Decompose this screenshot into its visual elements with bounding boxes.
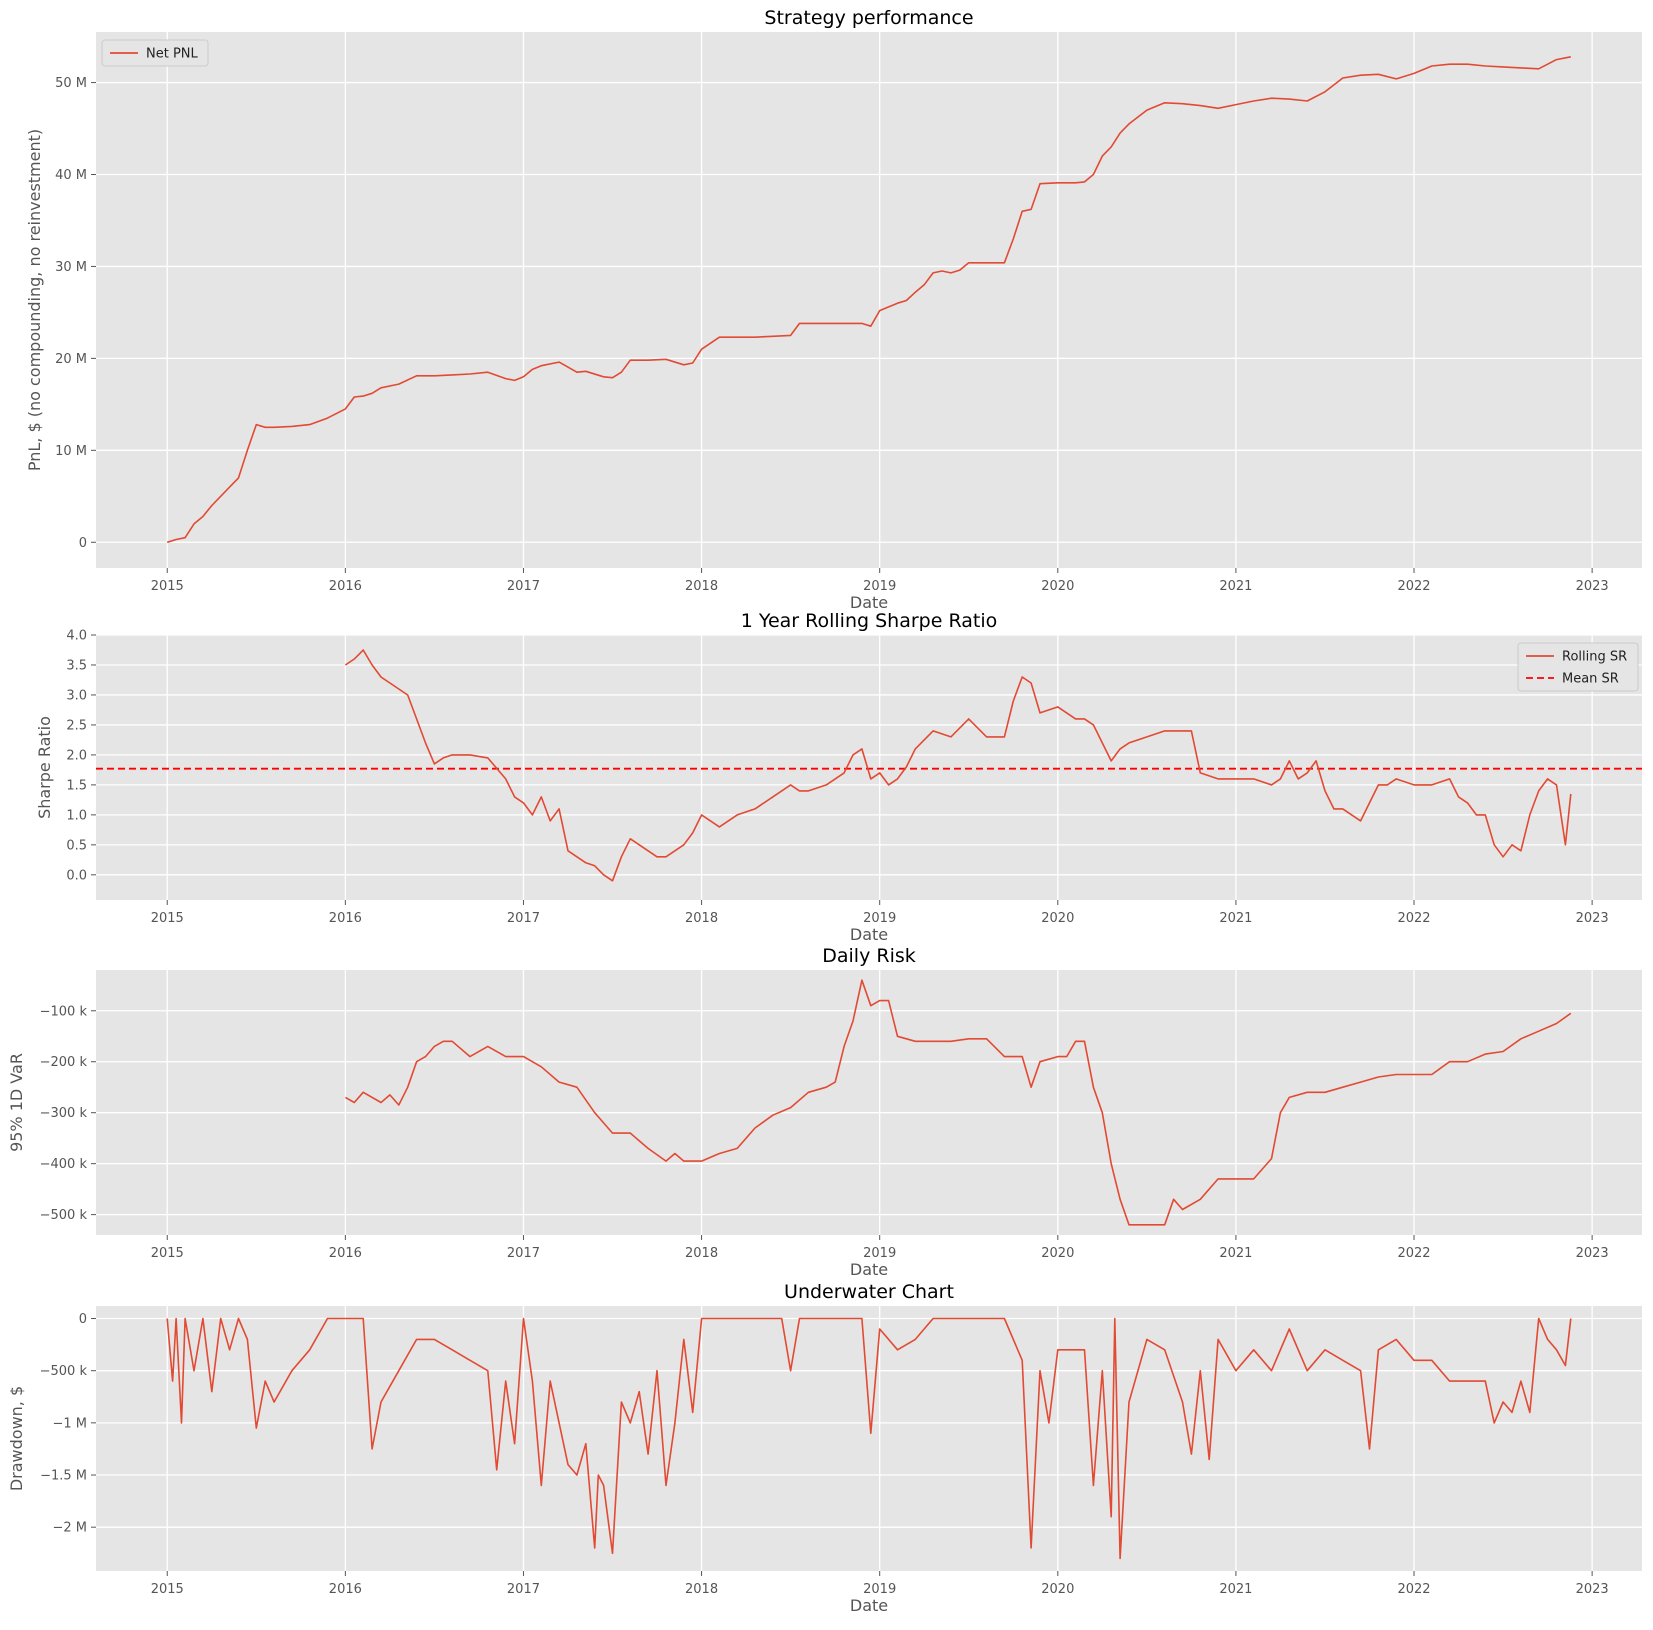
pnl-x-tick-label: 2021 xyxy=(1219,579,1252,594)
sharpe-x-tick-label: 2020 xyxy=(1041,911,1074,926)
sharpe-legend-label: Rolling SR xyxy=(1562,650,1627,665)
sharpe-legend: Rolling SR Mean SR xyxy=(1517,642,1639,692)
sharpe-x-tick-label: 2021 xyxy=(1219,911,1252,926)
drawdown-x-tick-label: 2016 xyxy=(329,1582,362,1597)
pnl-legend-box xyxy=(101,39,209,67)
sharpe-y-tick-label: 0.0 xyxy=(66,868,87,883)
sharpe-x-tick-label: 2022 xyxy=(1397,911,1430,926)
pnl-chart: 2015 2016 2017 2018 2019 2020 2021 2022 2023 0 10 … xyxy=(25,7,1642,612)
pnl-y-tick-label: 10 M xyxy=(55,444,87,459)
pnl-x-tick-label: 2022 xyxy=(1397,579,1430,594)
var-chart: 2015 2016 2017 2018 2019 2020 2021 2022 2023 −500… xyxy=(7,945,1642,1279)
var-y-tick-label: −200 k xyxy=(40,1055,88,1070)
drawdown-y-tick-label: 0 xyxy=(79,1312,87,1327)
drawdown-x-tick-label: 2015 xyxy=(151,1582,184,1597)
pnl-x-tick-label: 2018 xyxy=(685,579,718,594)
sharpe-y-tick-label: 3.5 xyxy=(66,658,87,673)
sharpe-y-tick-label: 3.0 xyxy=(66,688,87,703)
sharpe-legend-label: Mean SR xyxy=(1562,672,1619,687)
sharpe-y-tick-label: 0.5 xyxy=(66,838,87,853)
sharpe-y-tick-label: 1.5 xyxy=(66,778,87,793)
drawdown-x-axis-label: Date xyxy=(850,1596,888,1615)
pnl-series-line xyxy=(166,56,1571,544)
pnl-y-tick-label: 40 M xyxy=(55,168,87,183)
sharpe-x-tick-label: 2015 xyxy=(151,911,184,926)
drawdown-y-tick-label: −500 k xyxy=(40,1364,88,1379)
pnl-x-tick-label: 2019 xyxy=(863,579,896,594)
pnl-y-tick-label: 0 xyxy=(79,536,87,551)
sharpe-x-tick-label: 2018 xyxy=(685,911,718,926)
pnl-title: Strategy performance xyxy=(764,7,973,29)
var-y-tick-label: −500 k xyxy=(40,1208,88,1223)
pnl-x-tick-label: 2015 xyxy=(151,579,184,594)
var-x-tick-label: 2018 xyxy=(685,1246,718,1261)
pnl-y-tick-label: 30 M xyxy=(55,260,87,275)
drawdown-title: Underwater Chart xyxy=(784,1281,954,1303)
sharpe-x-axis-label: Date xyxy=(850,925,888,944)
sharpe-y-axis-label: Sharpe Ratio xyxy=(35,716,54,819)
sharpe-x-tick-label: 2016 xyxy=(329,911,362,926)
pnl-x-tick-label: 2017 xyxy=(507,579,540,594)
drawdown-chart: 2015 2016 2017 2018 2019 2020 2021 2022 2023 0 −50… xyxy=(7,1281,1642,1615)
pnl-x-axis-label: Date xyxy=(850,593,888,612)
drawdown-series-line xyxy=(166,1317,1572,1560)
drawdown-x-tick-label: 2023 xyxy=(1576,1582,1609,1597)
var-x-tick-label: 2021 xyxy=(1219,1246,1252,1261)
drawdown-x-tick-label: 2019 xyxy=(863,1582,896,1597)
sharpe-y-tick-label: 2.5 xyxy=(66,718,87,733)
pnl-y-tick-label: 50 M xyxy=(55,76,87,91)
pnl-x-tick-label: 2023 xyxy=(1576,579,1609,594)
sharpe-chart: 2015 2016 2017 2018 2019 2020 2021 2022 2023 0.0 0… xyxy=(35,610,1642,944)
pnl-y-axis-label: PnL, $ (no compounding, no reinvestment) xyxy=(25,129,44,471)
drawdown-x-tick-label: 2018 xyxy=(685,1582,718,1597)
var-x-tick-label: 2017 xyxy=(507,1246,540,1261)
var-x-tick-label: 2020 xyxy=(1041,1246,1074,1261)
var-x-tick-label: 2016 xyxy=(329,1246,362,1261)
drawdown-plot-area xyxy=(96,1306,1642,1571)
var-x-tick-label: 2015 xyxy=(151,1246,184,1261)
sharpe-y-tick-label: 2.0 xyxy=(66,748,87,763)
pnl-legend-label: Net PNL xyxy=(146,47,199,62)
sharpe-plot-area xyxy=(96,635,1642,900)
drawdown-x-tick-label: 2022 xyxy=(1397,1582,1430,1597)
drawdown-y-tick-label: −2 M xyxy=(52,1521,87,1536)
sharpe-legend-box xyxy=(1517,642,1639,692)
var-y-axis-label: 95% 1D VaR xyxy=(7,1053,26,1152)
var-y-tick-label: −100 k xyxy=(40,1004,88,1019)
drawdown-y-tick-label: −1 M xyxy=(52,1416,87,1431)
var-series-line xyxy=(345,979,1572,1226)
var-x-tick-label: 2022 xyxy=(1397,1246,1430,1261)
var-x-axis-label: Date xyxy=(850,1260,888,1279)
sharpe-series-line xyxy=(344,649,1572,882)
pnl-legend: Net PNL xyxy=(101,39,209,67)
sharpe-y-tick-label: 4.0 xyxy=(66,629,87,644)
drawdown-x-tick-label: 2017 xyxy=(507,1582,540,1597)
sharpe-y-tick-label: 1.0 xyxy=(66,808,87,823)
var-plot-area xyxy=(96,970,1642,1235)
drawdown-x-tick-label: 2021 xyxy=(1219,1582,1252,1597)
var-x-tick-label: 2019 xyxy=(863,1246,896,1261)
pnl-x-tick-label: 2020 xyxy=(1041,579,1074,594)
sharpe-x-tick-label: 2017 xyxy=(507,911,540,926)
var-y-tick-label: −400 k xyxy=(40,1157,88,1172)
pnl-y-tick-label: 20 M xyxy=(55,352,87,367)
var-title: Daily Risk xyxy=(822,945,916,967)
pnl-plot-area xyxy=(96,32,1642,568)
pnl-x-tick-label: 2016 xyxy=(329,579,362,594)
var-y-tick-label: −300 k xyxy=(40,1106,88,1121)
sharpe-x-tick-label: 2023 xyxy=(1576,911,1609,926)
drawdown-x-tick-label: 2020 xyxy=(1041,1582,1074,1597)
var-x-tick-label: 2023 xyxy=(1576,1246,1609,1261)
sharpe-x-tick-label: 2019 xyxy=(863,911,896,926)
drawdown-y-tick-label: −1.5 M xyxy=(40,1469,87,1484)
sharpe-title: 1 Year Rolling Sharpe Ratio xyxy=(741,610,997,632)
drawdown-y-axis-label: Drawdown, $ xyxy=(7,1386,26,1491)
